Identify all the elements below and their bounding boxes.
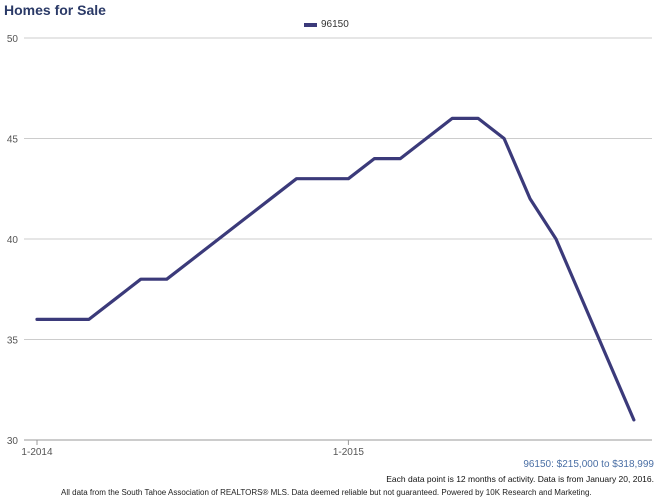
data-point[interactable] xyxy=(606,358,610,362)
data-point[interactable] xyxy=(528,197,532,201)
y-tick-label: 35 xyxy=(7,336,19,347)
x-tick-label: 1-2014 xyxy=(21,447,53,458)
data-point[interactable] xyxy=(320,177,324,181)
data-point[interactable] xyxy=(35,317,39,321)
data-point[interactable] xyxy=(243,217,247,221)
data-point[interactable] xyxy=(502,137,506,141)
legend-label: 96150 xyxy=(321,19,349,30)
data-point[interactable] xyxy=(217,237,221,241)
data-point[interactable] xyxy=(61,317,65,321)
data-point[interactable] xyxy=(269,197,273,201)
y-tick-label: 50 xyxy=(7,34,19,45)
x-tick-label: 1-2015 xyxy=(333,447,365,458)
data-point[interactable] xyxy=(632,418,636,422)
data-point[interactable] xyxy=(346,177,350,181)
legend[interactable]: 96150 xyxy=(304,19,349,30)
data-point[interactable] xyxy=(372,157,376,161)
data-period-note: Each data point is 12 months of activity… xyxy=(386,474,654,484)
data-point[interactable] xyxy=(398,157,402,161)
data-point[interactable] xyxy=(87,317,91,321)
y-tick-label: 30 xyxy=(7,436,19,447)
data-point[interactable] xyxy=(165,277,169,281)
y-tick-label: 40 xyxy=(7,235,19,246)
data-point[interactable] xyxy=(554,237,558,241)
legend-swatch-icon xyxy=(304,22,317,27)
data-point[interactable] xyxy=(580,297,584,301)
axis-layer: 50 45 40 35 301-2014 1-2015 xyxy=(7,34,652,458)
disclaimer-text: All data from the South Tahoe Associatio… xyxy=(61,488,592,497)
data-point[interactable] xyxy=(450,116,454,120)
chart-title: Homes for Sale xyxy=(4,2,106,18)
data-point[interactable] xyxy=(113,297,117,301)
data-point[interactable] xyxy=(191,257,195,261)
data-point[interactable] xyxy=(139,277,143,281)
data-point[interactable] xyxy=(424,137,428,141)
data-point[interactable] xyxy=(295,177,299,181)
data-point[interactable] xyxy=(476,116,480,120)
y-tick-label: 45 xyxy=(7,135,19,146)
series-layer xyxy=(35,116,636,422)
grid-layer xyxy=(24,37,652,340)
price-range-note: 96150: $215,000 to $318,999 xyxy=(523,459,654,470)
series-line[interactable] xyxy=(35,116,636,422)
